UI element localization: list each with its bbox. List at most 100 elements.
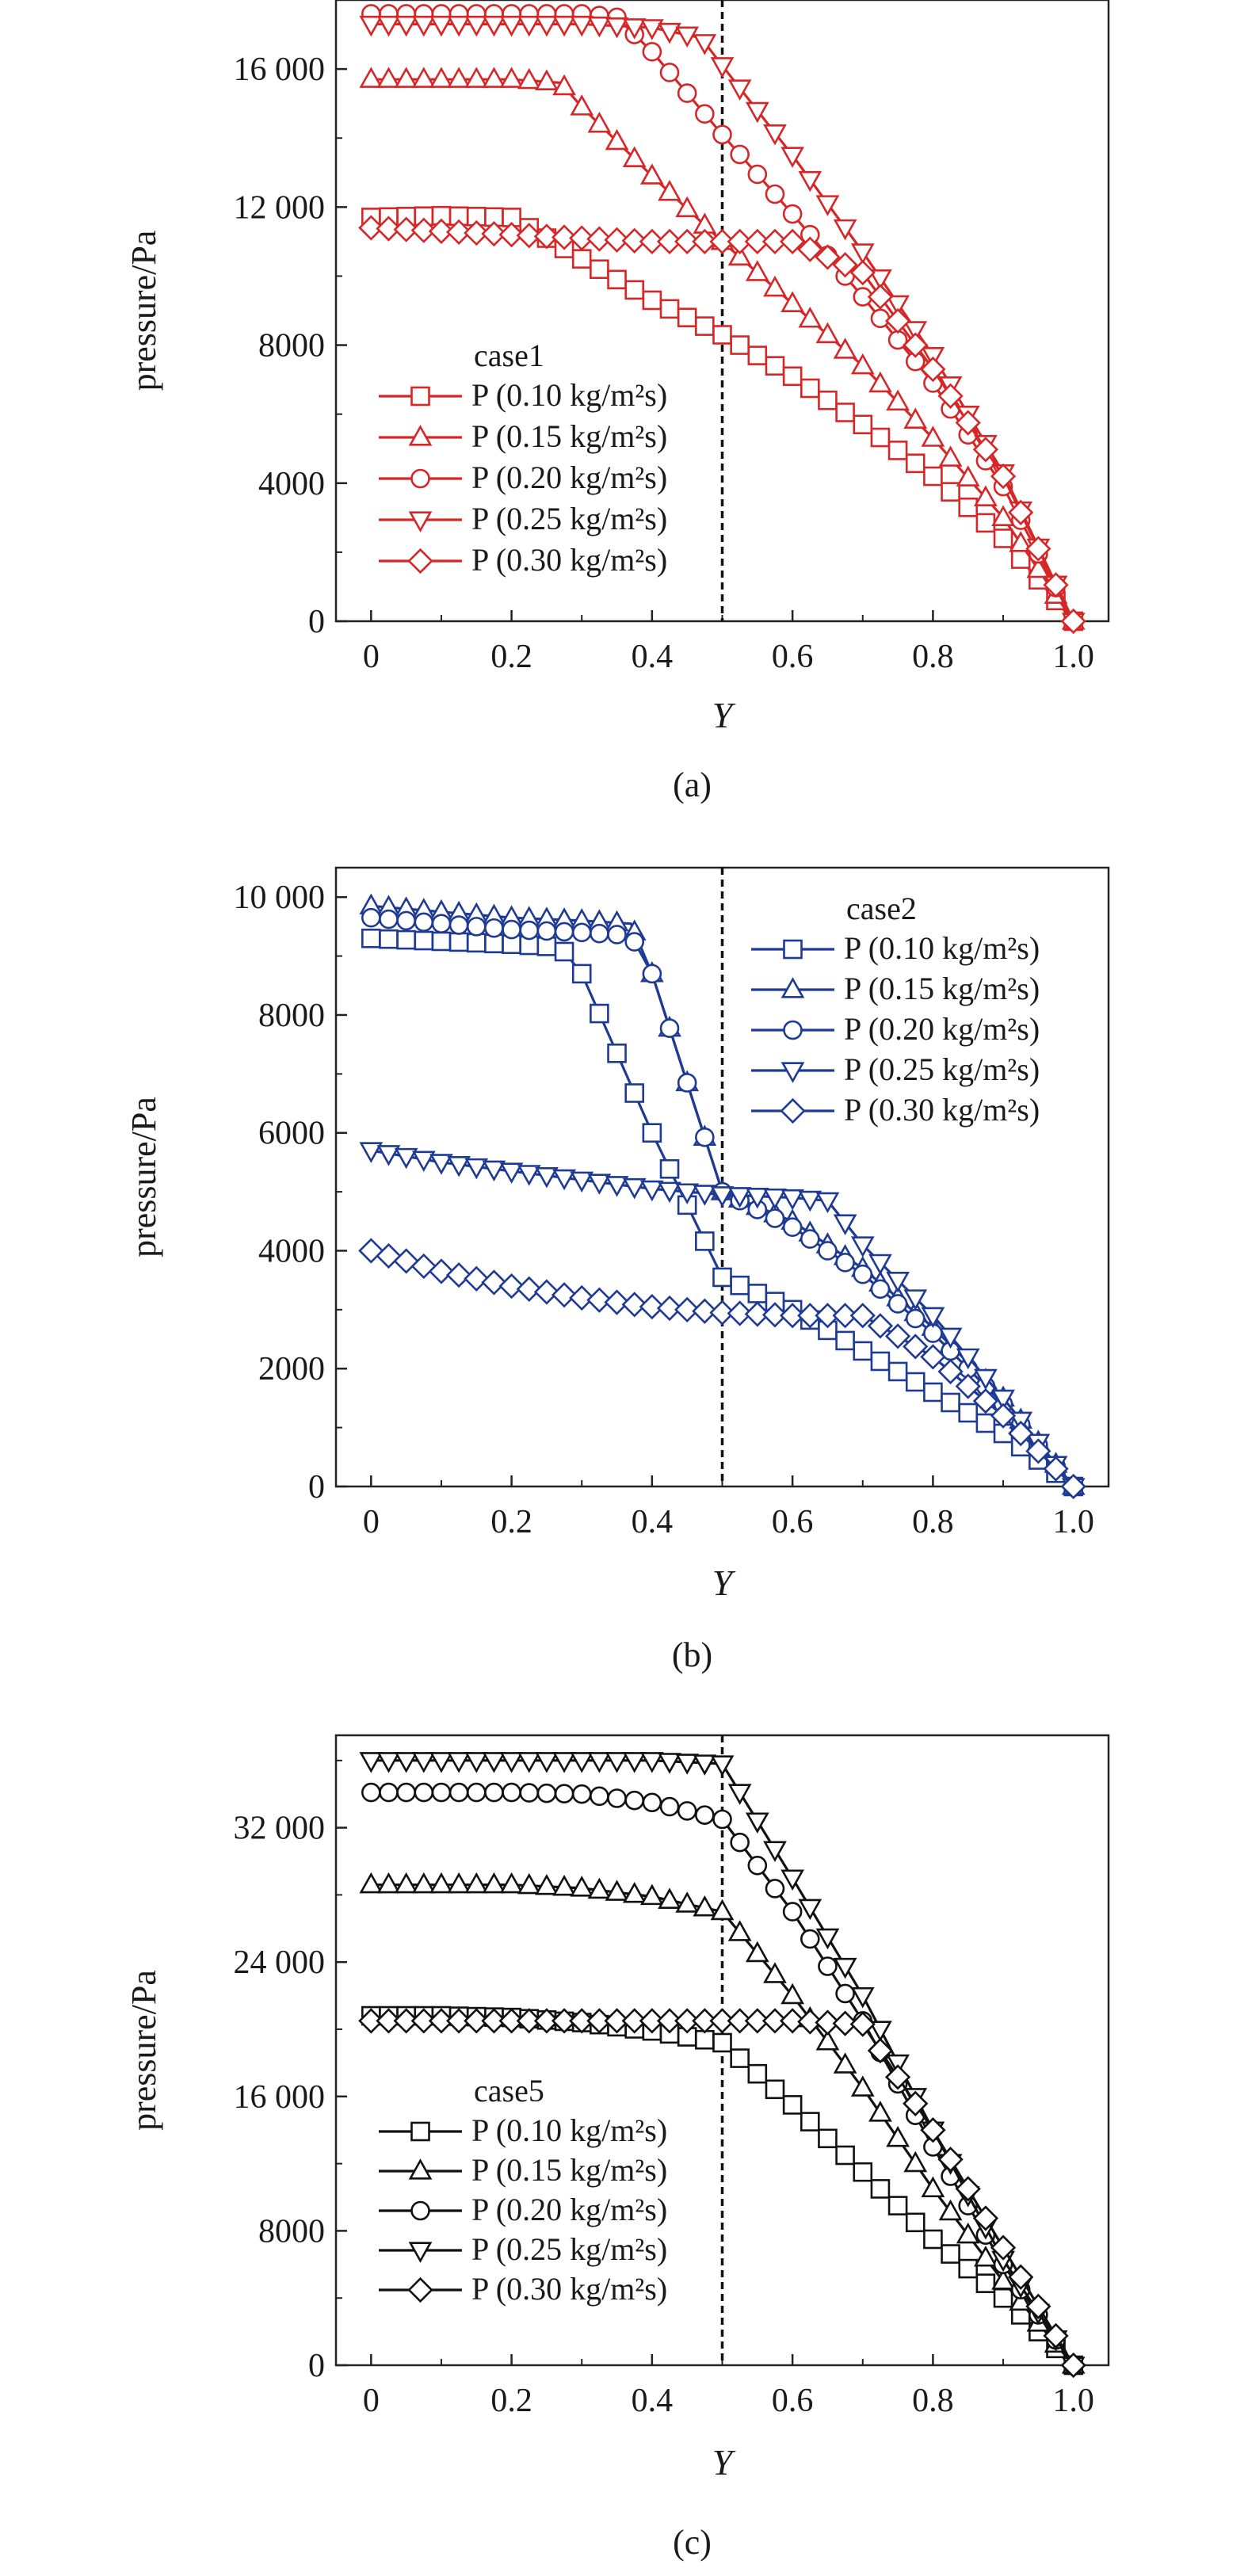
series-5-marker [1025,1438,1051,1464]
series-3-marker [536,1783,557,1803]
series-1-marker [607,1044,627,1063]
panel-caption: (b) [672,1635,712,1674]
series-4-marker [763,1188,787,1210]
series-5-marker [709,2008,735,2034]
series-1-marker [624,280,645,300]
series-5-marker [621,227,647,254]
series-2-marker [727,1920,752,1941]
series-3-marker [782,1902,803,1922]
series-5-marker [410,217,437,243]
series-4-marker [587,1752,612,1773]
series-2-marker [447,67,471,88]
x-tick-label: 0.8 [912,639,954,675]
series-5-marker [761,228,788,255]
series-3-marker [677,83,697,103]
series-2-marker [587,1877,612,1899]
series-4-marker [411,1151,436,1173]
series-4-marker [482,15,506,37]
series-4-marker [833,219,857,241]
series-5-marker [358,215,384,241]
series-3-marker [361,1782,381,1803]
series-1-marker [765,2079,785,2100]
series-5-marker [990,463,1017,490]
series-5-marker [498,2008,525,2034]
series-2-marker [552,1875,576,1896]
series-2-marker [464,1872,489,1894]
legend-title: case5 [474,2073,544,2109]
x-tick-label: 0.6 [772,639,814,675]
series-4-marker [974,1368,998,1391]
series-2-marker [886,389,910,411]
series-1-marker [905,453,926,474]
series-4-marker [745,1812,769,1834]
series-2-marker [517,67,541,90]
series-3-marker [624,1790,645,1811]
x-axis-title: Y [712,1563,736,1603]
series-5-marker [972,2205,999,2231]
series-4-marker [727,1187,752,1208]
series-4-marker [622,1752,647,1773]
series-5-marker [445,1262,472,1288]
y-tick-label: 0 [308,1469,325,1506]
series-4-marker [710,57,735,78]
series-4-marker [359,1752,384,1773]
series-4-marker [587,16,612,38]
series-2-marker [1009,2289,1033,2311]
series-5-marker [884,307,911,334]
series-2-marker [956,2222,980,2244]
series-1-marker [923,1382,943,1402]
series-4-marker [429,1154,453,1175]
series-5-marker [972,1388,999,1414]
x-tick-label: 0.6 [772,1504,814,1540]
y-tick-label: 10 000 [234,880,326,916]
series-3-marker [484,918,504,938]
series-5-marker [516,2008,542,2034]
series-3-marker [590,1786,609,1807]
y-tick-label: 0 [308,2348,325,2384]
series-4-marker [710,1186,735,1208]
series-3-marker [800,1929,820,1949]
series-1-marker [571,249,592,269]
series-5-marker [727,228,753,255]
series-4-marker [658,1753,681,1774]
panel-3: 0 0.2 0.4 0.6 0.8 1.0 0 8000 16 000 24 000 32 000 p… [124,1734,1110,2562]
series-2-marker [763,1962,787,1983]
series-4-marker [535,15,559,37]
series-4-marker [376,15,401,37]
series-4-marker [517,1165,541,1186]
legend-entry: P (0.25 kg/m²s) [471,2231,667,2267]
series-3-marker [431,914,452,933]
series-3-marker [414,912,434,933]
series-2-marker [499,67,524,88]
series-5-marker [656,1295,683,1322]
legend-entry: P (0.25 kg/m²s) [471,501,667,536]
legend-marker [780,1062,805,1083]
series-1-marker [624,1083,645,1103]
legend-marker [408,425,433,446]
series-1-marker [448,932,469,952]
series-5-marker [937,383,964,409]
series-5-marker [849,1303,876,1329]
legend-marker [410,386,430,406]
series-4-marker [411,1752,436,1773]
series-5-marker [586,1287,613,1313]
series-3-marker [695,1805,715,1825]
series-3-marker [396,1782,416,1803]
series-5-marker [955,1373,981,1399]
series-3-marker [642,1792,662,1813]
series-1-marker [835,2145,855,2166]
series-5-marker [464,219,490,246]
series-3-marker [607,925,627,945]
series-5-marker [428,2008,455,2034]
series-1-marker [747,1284,768,1303]
series-3-marker [659,63,680,82]
series-5-marker [920,2117,946,2143]
series-2-marker [394,1872,418,1894]
series-4-marker [429,15,453,37]
series-4-marker [815,1928,840,1950]
series-3-marker [466,917,487,937]
series-2-marker [639,163,664,185]
series-2-marker [411,1872,436,1894]
series-1-marker [941,1392,960,1413]
series-2-marker [482,67,506,88]
